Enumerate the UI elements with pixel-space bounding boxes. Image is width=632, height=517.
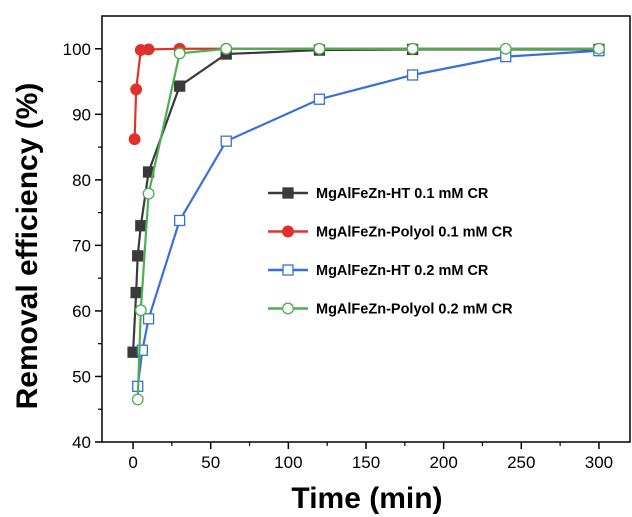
x-tick-label: 100	[274, 453, 302, 472]
y-tick-label: 40	[72, 433, 91, 452]
data-point	[131, 393, 144, 406]
legend-label: MgAlFeZn-HT 0.2 mM CR	[316, 263, 489, 279]
legend: MgAlFeZn-HT 0.1 mM CR MgAlFeZn-Polyol 0.1…	[268, 186, 513, 318]
data-point	[406, 69, 419, 81]
series-layer	[127, 42, 605, 406]
y-tick-label: 70	[72, 236, 91, 255]
x-tick-label: 250	[507, 453, 535, 472]
y-axis-title: Removal efficiency (%)	[11, 83, 44, 410]
series-line	[133, 47, 599, 140]
x-tick-label: 200	[429, 453, 457, 472]
legend-marker	[282, 264, 294, 276]
series-line	[136, 49, 600, 387]
x-tick-label: 300	[585, 453, 613, 472]
legend-item: MgAlFeZn-Polyol 0.1 mM CR	[268, 225, 513, 241]
legend-label: MgAlFeZn-HT 0.1 mM CR	[316, 186, 489, 202]
legend-item: MgAlFeZn-Polyol 0.2 mM CR	[268, 302, 513, 318]
data-point	[142, 313, 155, 325]
x-tick-label: 50	[201, 453, 220, 472]
data-point	[135, 220, 147, 232]
data-point	[592, 42, 605, 55]
data-point	[499, 42, 512, 55]
legend-marker	[282, 302, 294, 315]
legend-marker	[282, 187, 294, 199]
data-point	[134, 304, 147, 317]
y-tick-label: 100	[63, 40, 91, 59]
series-4	[131, 42, 605, 406]
data-point	[406, 42, 419, 55]
data-point	[173, 214, 186, 227]
data-point	[173, 80, 186, 92]
legend-marker	[282, 225, 294, 238]
data-point	[132, 250, 144, 262]
legend-label: MgAlFeZn-Polyol 0.2 mM CR	[316, 302, 513, 318]
y-tick-label: 80	[72, 171, 91, 190]
data-point	[136, 344, 149, 356]
y-tick-label: 90	[72, 105, 91, 124]
data-point	[128, 133, 141, 146]
axis-ticks: 0 50 100 150 200 250 300 40 50 60 70 80 90 100	[63, 40, 614, 472]
data-point	[130, 286, 142, 299]
x-tick-label: 0	[128, 453, 137, 472]
data-point	[142, 43, 155, 56]
data-point	[173, 47, 186, 60]
data-point	[313, 42, 326, 55]
legend-item: MgAlFeZn-HT 0.2 mM CR	[268, 263, 489, 279]
x-tick-label: 150	[352, 453, 380, 472]
data-point	[313, 93, 326, 105]
data-point	[130, 83, 143, 96]
data-point	[220, 42, 233, 55]
data-point	[142, 187, 155, 200]
y-tick-label: 50	[72, 367, 91, 386]
data-point	[127, 346, 139, 358]
series-3	[132, 45, 605, 392]
legend-item: MgAlFeZn-HT 0.1 mM CR	[268, 186, 489, 202]
y-tick-label: 60	[72, 302, 91, 321]
series-2	[128, 42, 605, 146]
legend-label: MgAlFeZn-Polyol 0.1 mM CR	[316, 225, 513, 241]
data-point	[220, 135, 232, 147]
x-axis-title: Time (min)	[291, 482, 442, 515]
